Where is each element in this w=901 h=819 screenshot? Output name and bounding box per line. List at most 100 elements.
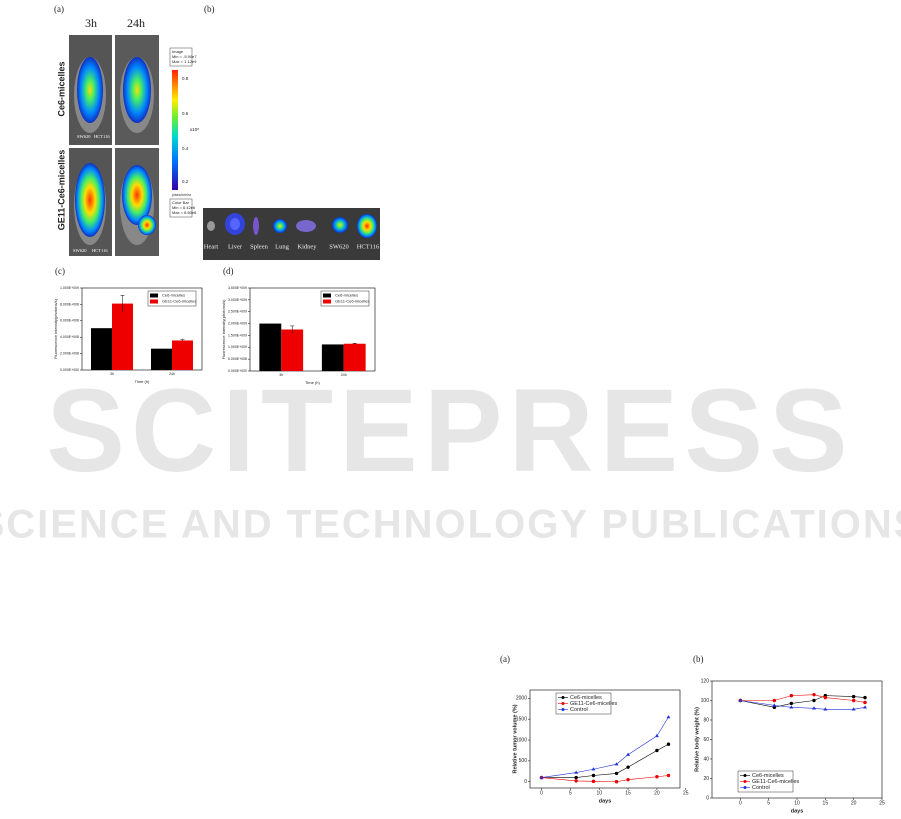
y-tick-label: 20 <box>703 776 709 782</box>
y-tick-label: 120 <box>701 678 710 684</box>
y-axis-label: Relative tumor volume (%) <box>512 704 518 773</box>
bar <box>259 323 282 371</box>
row-label: Ce6-micelles <box>56 61 66 116</box>
legend-label: GE11-Ce6-micelles <box>570 701 618 707</box>
legend-marker <box>743 780 747 783</box>
marker <box>655 775 659 779</box>
x-tick-label: 5 <box>767 800 770 806</box>
marker <box>789 705 794 709</box>
y-tick-label: 0 <box>706 795 709 801</box>
legend-marker <box>561 696 565 699</box>
marker <box>574 775 578 780</box>
colorbar-tick: 0.8 <box>182 76 189 81</box>
column-label: 24h <box>127 16 145 30</box>
marker <box>789 701 794 706</box>
x-tick-label: 10 <box>596 790 602 796</box>
y-tick-label: 6.000E+008 <box>60 319 79 323</box>
legend-swatch <box>150 293 158 298</box>
organ-label: Lung <box>275 243 289 250</box>
marker <box>574 770 579 774</box>
marker <box>851 707 856 711</box>
colorbar-tick: 0.6 <box>182 111 189 116</box>
organ-signals <box>207 213 377 238</box>
error-bar <box>120 295 125 312</box>
y-tick-label: 2.000E+009 <box>228 321 247 325</box>
x-tick-label: 24h <box>341 373 347 377</box>
panel-label: (a) <box>54 4 64 14</box>
legend-label: Ce6-micelles <box>752 773 784 779</box>
legend-label: Ce6-micelles <box>570 695 602 701</box>
legend-box <box>737 770 794 793</box>
legend-label: GE11-Ce6-micelles <box>162 299 196 304</box>
marker <box>574 779 578 783</box>
legend-label: Control <box>570 707 588 713</box>
x-tick-label: 20 <box>851 800 857 806</box>
plot-frame <box>81 287 203 371</box>
chart: 0.000E+000 5.000E+008 1.000E+009 1.500E+009… <box>221 286 376 385</box>
chart-title: (c) <box>55 266 65 276</box>
y-tick-label: 40 <box>703 756 709 762</box>
legend-box <box>320 290 370 307</box>
colorbar-tick: 0.4 <box>182 146 189 151</box>
panel-label: (b) <box>204 4 215 14</box>
marker <box>789 693 794 698</box>
x-axis-label: Time (h) <box>135 379 150 384</box>
organ-label: Spleen <box>250 243 268 250</box>
y-tick-label: 60 <box>703 737 709 743</box>
marker <box>614 780 619 784</box>
x-tick-label: 0 <box>540 790 543 796</box>
y-tick-label: 1500 <box>516 717 527 723</box>
marker <box>812 706 816 710</box>
series-line <box>740 694 866 703</box>
marker <box>626 752 631 756</box>
y-tick-label: 3.500E+009 <box>228 286 247 290</box>
row-label: GE11-Ce6-micelles <box>56 150 66 231</box>
legend-label: GE11-Ce6-micelles <box>752 779 800 785</box>
organ-label: Liver <box>228 243 243 250</box>
x-axis-label: Time (h) <box>305 380 320 385</box>
column-label: 3h <box>85 16 97 30</box>
y-tick-label: 2.000E+008 <box>60 352 79 356</box>
y-tick-label: 4.000E+008 <box>60 335 79 339</box>
chart-title: (b) <box>693 654 704 664</box>
marker <box>591 779 596 784</box>
marker <box>851 698 856 703</box>
legend-swatch <box>323 293 331 298</box>
info-text: Min = 6.42e6 <box>172 205 196 210</box>
colorbar-unit: x10⁸ <box>190 127 199 132</box>
bar <box>343 343 366 371</box>
chart: 0 500 1000 1500 2000 Relative tumor volume (%… <box>512 689 689 804</box>
marker <box>812 692 816 697</box>
watermark-subtitle: SCIENCE AND TECHNOLOGY PUBLICATIONS <box>0 503 901 547</box>
x-axis-label: days <box>791 808 804 814</box>
marker <box>666 742 671 746</box>
legend-label: Ce6-micelles <box>162 293 185 298</box>
legend-marker <box>743 774 747 777</box>
legend-label: Control <box>752 785 770 791</box>
marker <box>666 773 671 778</box>
organ-label: HCT116 <box>357 243 380 250</box>
x-tick-label: 15 <box>823 800 829 806</box>
marker <box>738 698 743 702</box>
tumor-label: HCT116 <box>92 248 108 253</box>
tumor-label: SW620 <box>73 248 87 253</box>
chart-title: (d) <box>223 266 234 276</box>
legend-marker <box>561 708 565 711</box>
y-tick-label: 1.000E+009 <box>60 286 79 290</box>
series-line <box>541 775 669 783</box>
marker <box>614 762 619 766</box>
bar <box>112 303 133 370</box>
legend-marker <box>561 702 565 705</box>
bar <box>91 328 112 370</box>
bar <box>281 329 304 371</box>
series-line <box>541 743 669 778</box>
legend-marker <box>743 786 747 789</box>
organ-label: SW620 <box>329 243 349 250</box>
info-text: Max = 8.60e8 <box>172 210 197 215</box>
series-line <box>541 716 669 778</box>
x-tick-label: 24h <box>169 372 175 376</box>
legend-swatch <box>323 299 331 304</box>
y-tick-label: 8.000E+008 <box>60 302 79 306</box>
y-tick-label: 1.500E+009 <box>228 333 247 337</box>
